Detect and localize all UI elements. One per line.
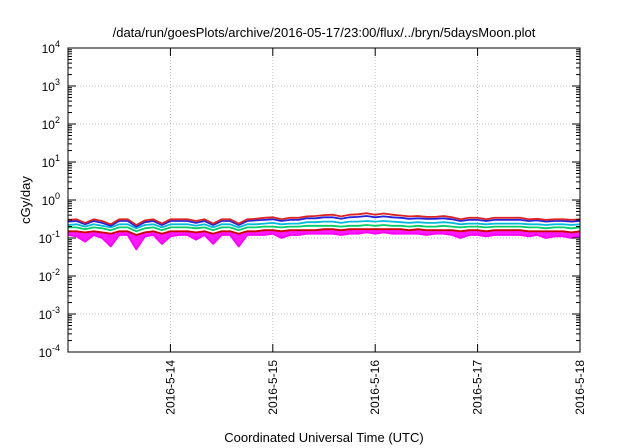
series-4-line — [67, 215, 581, 228]
y-tick-label: 104 — [42, 39, 60, 56]
x-tick-label: 2016-5-17 — [471, 360, 485, 415]
series-3-line — [67, 220, 581, 230]
series-2-line — [68, 224, 581, 233]
x-tick-label: 2016-5-15 — [266, 360, 280, 415]
x-axis-title: Coordinated Universal Time (UTC) — [224, 430, 423, 445]
y-axis: 10-4 10-3 10-2 10-1 100 101 102 103 104 — [39, 39, 580, 360]
y-tick-label: 10-2 — [39, 267, 60, 284]
y-tick-label: 10-3 — [39, 305, 60, 322]
y-tick-label: 103 — [42, 77, 60, 94]
y-tick-label: 102 — [42, 115, 60, 132]
y-tick-label: 10-4 — [39, 343, 60, 360]
x-tick-label: 2016-5-18 — [573, 360, 587, 415]
y-axis-title: cGy/day — [18, 176, 33, 224]
series-0-line — [67, 231, 581, 251]
x-axis: 2016-5-14 2016-5-15 2016-5-16 2016-5-17 2016… — [163, 48, 587, 415]
y-tick-label: 101 — [42, 153, 60, 170]
x-tick-label: 2016-5-16 — [368, 360, 382, 415]
y-tick-label: 100 — [42, 191, 60, 208]
x-tick-label: 2016-5-14 — [163, 360, 177, 415]
series-1-line — [68, 228, 581, 236]
grid — [68, 48, 580, 352]
y-tick-label: 10-1 — [39, 229, 60, 246]
chart-title: /data/run/goesPlots/archive/2016-05-17/2… — [113, 25, 536, 40]
series-layer — [67, 212, 581, 251]
series-5-line — [67, 212, 581, 226]
